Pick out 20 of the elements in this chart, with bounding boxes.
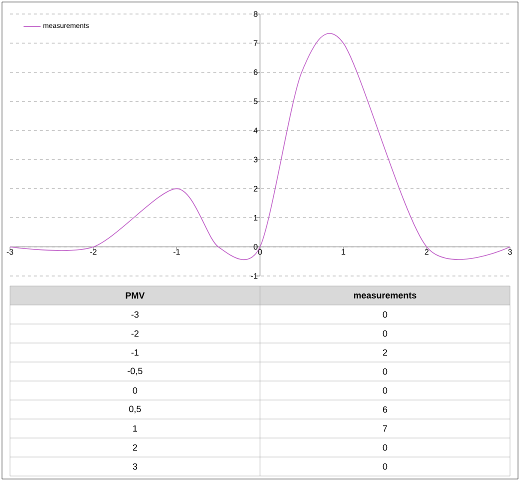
text: 2	[382, 349, 388, 356]
text: 0	[132, 387, 138, 394]
text: 0	[382, 368, 388, 375]
text: -0,5	[128, 368, 142, 376]
text: 7	[382, 425, 388, 432]
text: 1	[133, 425, 138, 432]
x-axis-title: PMV	[126, 292, 145, 299]
text: 0,5	[129, 406, 141, 414]
text: 2	[132, 444, 138, 451]
text: 3	[132, 463, 138, 470]
text: 0	[382, 463, 388, 470]
text: -1	[131, 349, 139, 356]
text: -3	[131, 311, 139, 318]
text: 6	[382, 406, 388, 413]
text: 0	[382, 387, 388, 394]
text: 0	[382, 444, 388, 451]
text: -2	[131, 330, 139, 337]
text: 0	[382, 330, 388, 337]
text: measurements	[354, 292, 416, 298]
text: 0	[382, 311, 388, 318]
